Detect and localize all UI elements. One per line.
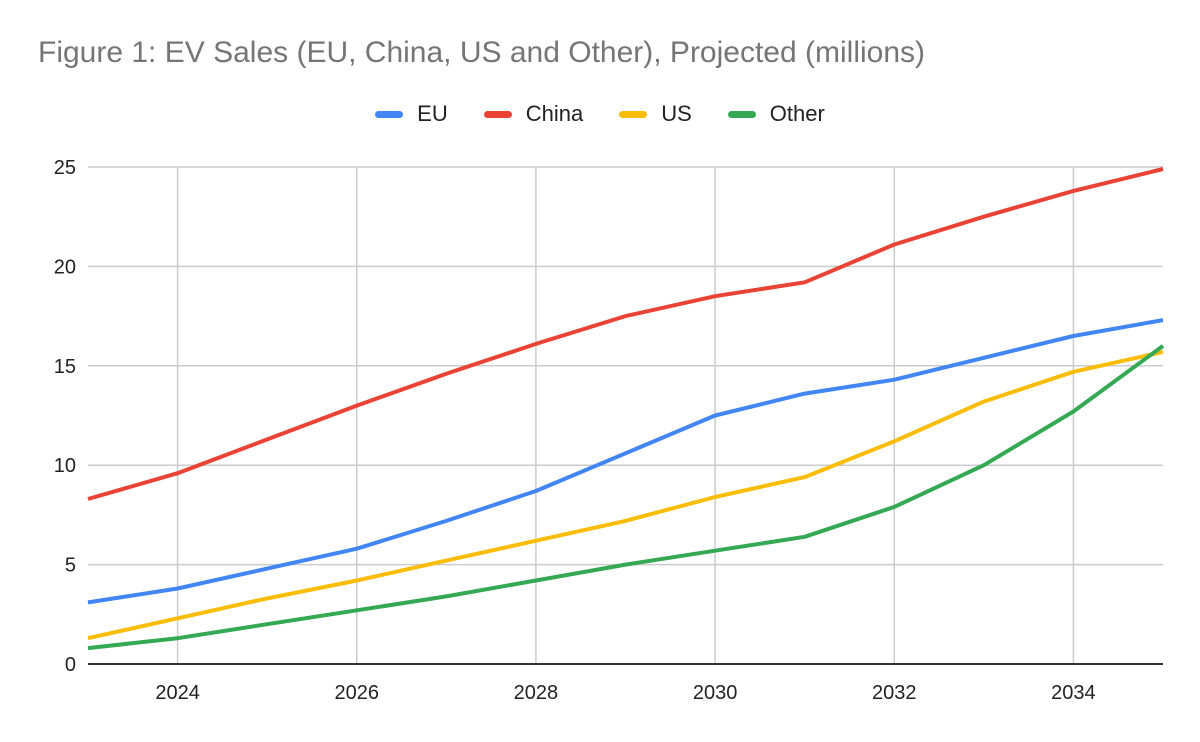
x-tick-label: 2028: [514, 682, 559, 704]
legend-item-eu[interactable]: EU: [375, 101, 448, 127]
legend-item-us[interactable]: US: [619, 101, 692, 127]
x-tick-label: 2032: [872, 682, 917, 704]
series-line-eu[interactable]: [87, 318, 1164, 605]
series-line-china[interactable]: [87, 167, 1164, 501]
x-tick-label: 2034: [1051, 682, 1096, 704]
x-tick-label: 2030: [693, 682, 738, 704]
y-tick-label: 0: [65, 654, 76, 676]
x-tick-label: 2024: [155, 682, 200, 704]
x-tick-label: 2026: [335, 682, 380, 704]
gridlines: [88, 166, 1163, 664]
legend-item-other[interactable]: Other: [727, 101, 825, 127]
legend-item-china[interactable]: China: [483, 101, 584, 127]
y-tick-label: 15: [54, 356, 76, 378]
legend-swatch-eu: [375, 110, 404, 118]
legend-swatch-china: [483, 110, 512, 118]
legend-label-other: Other: [769, 101, 825, 126]
series-line-other[interactable]: [87, 344, 1165, 651]
chart-title: Figure 1: EV Sales (EU, China, US and Ot…: [38, 36, 926, 69]
legend-label-us: US: [661, 101, 692, 126]
y-tick-label: 25: [54, 157, 76, 179]
series-lines: [87, 167, 1165, 651]
legend-swatch-us: [619, 110, 648, 118]
legend-label-eu: EU: [417, 101, 448, 126]
legend-swatch-other: [727, 110, 756, 118]
series-line-us[interactable]: [87, 349, 1164, 641]
legend: EU China US Other: [0, 100, 1200, 128]
y-tick-label: 10: [54, 455, 76, 477]
y-axis-ticks: 0 5 10 15 20 25: [54, 157, 76, 676]
legend-label-china: China: [525, 101, 584, 126]
y-tick-label: 5: [65, 555, 76, 577]
x-axis-ticks: 2024 2026 2028 2030 2032 2034: [155, 682, 1095, 704]
y-tick-label: 20: [54, 256, 76, 278]
